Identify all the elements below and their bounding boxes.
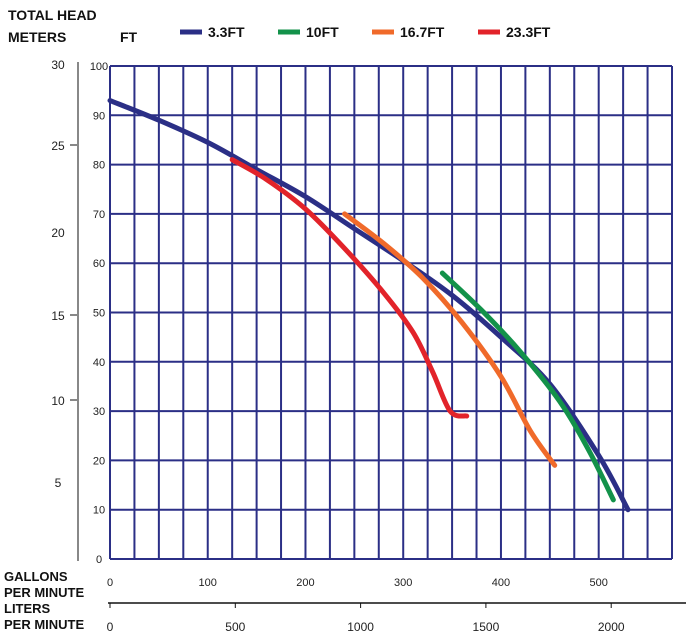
legend-label: 16.7FT <box>400 24 445 40</box>
y-tick-label-ft: 60 <box>93 258 105 270</box>
gpm-axis-title-line2: PER MINUTE <box>4 585 85 600</box>
x-tick-label-lpm: 1500 <box>473 620 500 634</box>
x-tick-label-lpm: 2000 <box>598 620 625 634</box>
header-ft: FT <box>120 29 138 45</box>
x-tick-label-lpm: 500 <box>225 620 245 634</box>
y-tick-label-ft: 50 <box>93 308 105 320</box>
series-lines <box>107 98 631 513</box>
series-line-16-7ft <box>342 211 558 468</box>
y-tick-label-meters: 15 <box>51 309 65 323</box>
x-tick-label-gpm: 400 <box>492 577 510 589</box>
y-tick-label-ft: 20 <box>93 455 105 467</box>
legend-label: 23.3FT <box>506 24 551 40</box>
header-total-head: TOTAL HEAD <box>8 7 97 23</box>
x-tick-label-gpm: 0 <box>107 577 113 589</box>
y-tick-label-meters: 20 <box>51 226 65 240</box>
y-tick-label-ft: 100 <box>90 61 108 73</box>
y-tick-label-ft: 90 <box>93 110 105 122</box>
series-line-10ft <box>439 270 616 503</box>
y-tick-label-ft: 30 <box>93 406 105 418</box>
legend-label: 10FT <box>306 24 339 40</box>
x-tick-label-gpm: 300 <box>394 577 412 589</box>
series-line-23-3ft <box>229 157 470 419</box>
lpm-axis-title-line2: PER MINUTE <box>4 617 85 632</box>
legend: 3.3FT 10FT 16.7FT 23.3FT <box>180 24 551 40</box>
x-tick-label-lpm: 0 <box>107 620 114 634</box>
header-meters: METERS <box>8 29 66 45</box>
x-tick-label-gpm: 200 <box>296 577 314 589</box>
y-tick-label-ft: 40 <box>93 357 105 369</box>
y-tick-label-meters: 25 <box>51 139 65 153</box>
x-tick-label-gpm: 100 <box>199 577 217 589</box>
x-tick-label-gpm: 500 <box>590 577 608 589</box>
y-tick-label-meters: 10 <box>51 394 65 408</box>
grid <box>109 65 673 560</box>
legend-label: 3.3FT <box>208 24 245 40</box>
y-tick-label-meters: 5 <box>55 476 62 490</box>
y-tick-label-ft: 10 <box>93 505 105 517</box>
y-tick-label-meters: 30 <box>51 58 65 72</box>
x-tick-label-lpm: 1000 <box>347 620 374 634</box>
y-tick-label-ft: 0 <box>96 554 102 566</box>
lpm-axis-title-line1: LITERS <box>4 601 51 616</box>
y-tick-label-ft: 80 <box>93 160 105 172</box>
y-tick-label-ft: 70 <box>93 209 105 221</box>
gpm-axis-title-line1: GALLONS <box>4 569 68 584</box>
